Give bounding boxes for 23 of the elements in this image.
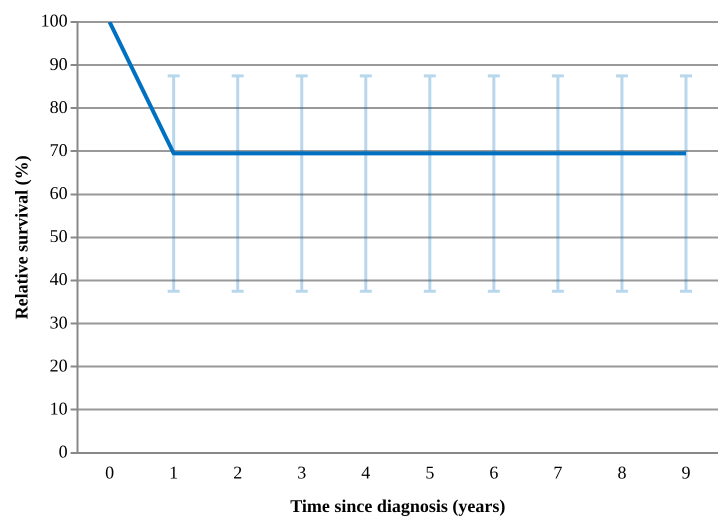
y-tick-label: 20 <box>50 355 68 376</box>
x-tick-label: 4 <box>361 462 370 482</box>
y-tick-label: 90 <box>50 54 68 74</box>
y-axis-title: Relative survival (%) <box>11 155 32 320</box>
x-tick-label: 3 <box>297 462 306 482</box>
x-tick-label: 8 <box>617 462 626 482</box>
y-tick-label: 10 <box>50 398 68 418</box>
x-tick-label: 2 <box>233 462 242 482</box>
y-tick-label: 80 <box>50 96 68 117</box>
y-tick-label: 60 <box>50 183 68 204</box>
y-tick-label: 40 <box>50 269 68 290</box>
y-tick-label: 50 <box>50 226 68 246</box>
x-tick-label: 0 <box>105 462 114 482</box>
x-tick-label: 6 <box>489 462 498 482</box>
y-tick-label: 30 <box>50 312 68 332</box>
y-tick-label: 70 <box>50 140 68 160</box>
x-axis-title: Time since diagnosis (years) <box>290 496 506 516</box>
x-tick-label: 7 <box>553 462 562 482</box>
y-tick-label: 0 <box>58 442 68 462</box>
x-tick-label: 5 <box>425 462 434 482</box>
x-tick-label: 1 <box>169 462 178 482</box>
x-tick-label: 9 <box>681 462 690 482</box>
y-tick-label: 100 <box>40 10 68 31</box>
